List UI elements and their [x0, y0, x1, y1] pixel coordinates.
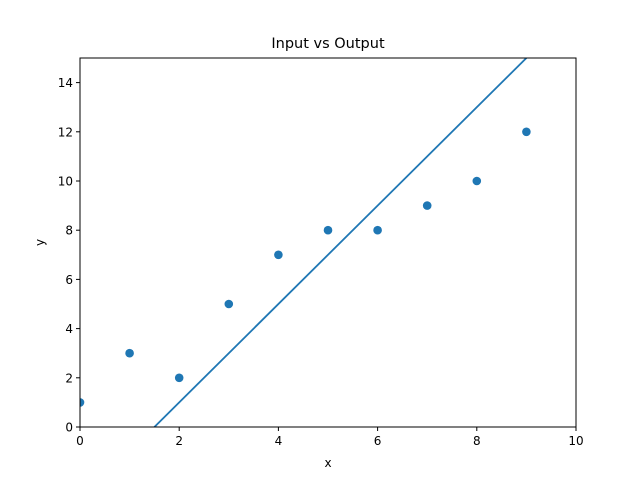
data-point — [323, 225, 333, 235]
y-tick-label: 14 — [58, 76, 73, 90]
data-point — [522, 127, 531, 137]
x-tick-label: 6 — [374, 434, 382, 448]
x-tick-label: 4 — [275, 434, 283, 448]
data-point — [174, 373, 184, 383]
plot-area — [80, 58, 531, 427]
y-tick-label: 0 — [65, 421, 73, 435]
x-tick-label: 10 — [568, 434, 583, 448]
data-point — [80, 398, 85, 407]
y-tick-label: 10 — [58, 175, 73, 189]
data-point — [373, 225, 382, 235]
x-tick-label: 2 — [175, 434, 183, 448]
x-tick-label: 8 — [473, 434, 481, 448]
fit-line — [153, 58, 528, 427]
x-axis-label: x — [324, 456, 331, 470]
x-tick-label: 0 — [76, 434, 84, 448]
y-tick-label: 6 — [65, 273, 73, 287]
y-tick-label: 2 — [65, 371, 73, 385]
y-tick-label: 4 — [65, 322, 73, 336]
y-axis-label: y — [33, 239, 47, 246]
y-tick-label: 8 — [65, 224, 73, 238]
plot-clip-group — [80, 58, 531, 427]
data-point — [422, 201, 432, 210]
data-point — [224, 299, 234, 309]
axes-frame — [79, 57, 577, 428]
data-point — [274, 250, 283, 260]
chart-title: Input vs Output — [271, 36, 385, 52]
data-point — [472, 176, 482, 186]
axes: 0 2 4 6 8 10 0 2 4 6 8 10 12 14 — [58, 57, 584, 448]
data-point — [125, 348, 134, 358]
y-tick-label: 12 — [58, 125, 73, 139]
